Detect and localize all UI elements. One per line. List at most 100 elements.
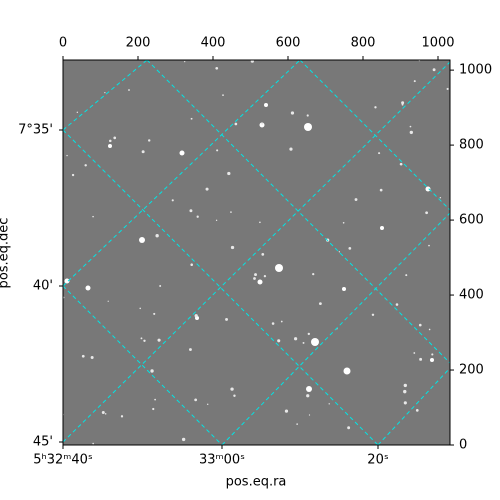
star xyxy=(403,383,407,388)
star xyxy=(308,414,311,416)
star xyxy=(84,164,87,167)
star xyxy=(227,171,231,176)
star xyxy=(92,442,94,445)
star xyxy=(379,188,383,192)
star xyxy=(157,338,161,342)
star xyxy=(234,122,238,126)
star xyxy=(277,339,281,343)
star xyxy=(432,68,436,72)
star xyxy=(306,114,309,117)
star xyxy=(150,369,154,373)
star xyxy=(401,101,405,105)
star xyxy=(439,197,442,199)
y-axis-label: pos.eq.dec xyxy=(0,218,12,289)
star xyxy=(318,302,322,306)
star xyxy=(230,245,235,250)
star xyxy=(120,415,124,418)
star xyxy=(216,149,219,152)
image xyxy=(63,60,450,445)
dec-tick-label: 40' xyxy=(33,279,53,294)
star xyxy=(399,162,403,166)
coordinate-grid xyxy=(63,60,450,445)
star xyxy=(253,277,256,280)
star xyxy=(431,353,434,356)
star xyxy=(306,394,310,398)
star xyxy=(413,80,416,83)
x-tick-label: 800 xyxy=(351,36,376,51)
star xyxy=(159,284,162,287)
star xyxy=(405,274,408,277)
star xyxy=(271,322,275,325)
star xyxy=(261,253,265,256)
star xyxy=(284,409,289,413)
star xyxy=(140,337,143,340)
star xyxy=(153,312,156,316)
star xyxy=(409,125,412,128)
star xyxy=(171,199,174,202)
star xyxy=(254,273,257,277)
star xyxy=(184,60,186,63)
y-tick-label: 400 xyxy=(459,288,484,303)
star xyxy=(290,111,295,115)
star xyxy=(128,89,130,91)
star xyxy=(296,423,298,425)
star xyxy=(189,348,192,351)
star xyxy=(225,317,228,321)
star xyxy=(181,437,186,442)
star xyxy=(90,356,94,360)
star xyxy=(196,215,199,218)
star xyxy=(215,66,219,70)
star xyxy=(233,394,236,397)
star xyxy=(403,389,407,394)
star xyxy=(143,339,146,342)
star xyxy=(289,147,293,151)
y-tick-label: 1000 xyxy=(459,63,492,78)
star xyxy=(371,313,375,317)
star xyxy=(76,111,79,114)
star xyxy=(418,323,422,327)
star xyxy=(189,209,193,213)
star xyxy=(419,357,423,361)
star xyxy=(194,398,198,402)
star xyxy=(71,173,75,177)
star xyxy=(413,352,416,354)
x-tick-label: 0 xyxy=(59,36,67,51)
star xyxy=(347,426,351,430)
star xyxy=(154,398,156,401)
star xyxy=(205,187,209,191)
star xyxy=(415,409,419,412)
star xyxy=(263,275,267,278)
star xyxy=(342,221,345,224)
star xyxy=(401,103,404,106)
star xyxy=(104,92,106,94)
star xyxy=(222,94,224,97)
star xyxy=(395,303,399,306)
star xyxy=(328,403,330,405)
star xyxy=(446,87,449,91)
star xyxy=(230,387,234,391)
star xyxy=(147,139,151,142)
star xyxy=(280,320,283,323)
star xyxy=(155,234,159,238)
star xyxy=(409,130,413,135)
star xyxy=(190,263,193,266)
dec-tick-label: 7°35' xyxy=(18,123,53,138)
ra-tick-label: 5ʰ32ᵐ40ˢ xyxy=(33,453,93,468)
x-tick-label: 1000 xyxy=(421,36,454,51)
star xyxy=(250,60,254,63)
y-tick-label: 600 xyxy=(459,213,484,228)
stars xyxy=(63,60,449,445)
star xyxy=(261,122,264,125)
star xyxy=(354,198,358,201)
ra-tick-label: 20ˢ xyxy=(367,453,389,468)
star xyxy=(141,150,145,154)
star xyxy=(92,215,94,218)
star xyxy=(107,300,109,302)
star xyxy=(194,314,198,318)
star xyxy=(378,152,381,155)
star xyxy=(113,136,117,140)
star xyxy=(374,106,377,109)
star xyxy=(338,251,340,253)
y-tick-label: 0 xyxy=(459,438,467,453)
